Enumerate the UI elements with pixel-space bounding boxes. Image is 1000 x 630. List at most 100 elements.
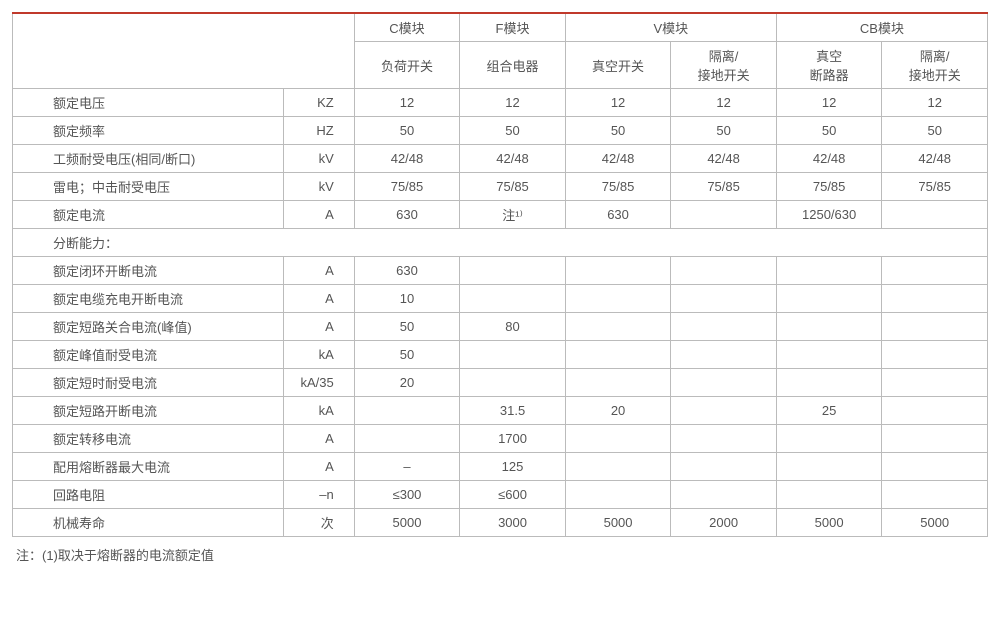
cell-value [776, 453, 882, 481]
param-label: 回路电阻 [13, 481, 284, 509]
cell-value: 75/85 [882, 173, 988, 201]
unit-label: kA [284, 397, 354, 425]
cell-value [671, 397, 777, 425]
cell-value: 3000 [460, 509, 566, 537]
header-sub-1: 组合电器 [460, 42, 566, 89]
cell-value: 50 [565, 117, 671, 145]
cell-value [882, 481, 988, 509]
table-row: 工频耐受电压(相同/断口)kV42/4842/4842/4842/4842/48… [13, 145, 988, 173]
cell-value [776, 425, 882, 453]
table-row: 额定电流A630注¹⁾6301250/630 [13, 201, 988, 229]
cell-value: ≤600 [460, 481, 566, 509]
cell-value [776, 257, 882, 285]
cell-value [565, 313, 671, 341]
table-row: 额定峰值耐受电流kA50 [13, 341, 988, 369]
cell-value [460, 285, 566, 313]
unit-label: 次 [284, 509, 354, 537]
header-sub-3: 隔离/ 接地开关 [671, 42, 777, 89]
header-sub-5: 隔离/ 接地开关 [882, 42, 988, 89]
cell-value: 12 [354, 89, 460, 117]
cell-value: 50 [776, 117, 882, 145]
cell-value [671, 453, 777, 481]
cell-value: 42/48 [671, 145, 777, 173]
footnote-text: 注：(1)取决于熔断器的电流额定值 [12, 545, 988, 564]
cell-value [776, 481, 882, 509]
cell-value: 125 [460, 453, 566, 481]
param-label: 额定电流 [13, 201, 284, 229]
cell-value [671, 313, 777, 341]
table-row: 机械寿命次500030005000200050005000 [13, 509, 988, 537]
param-label: 工频耐受电压(相同/断口) [13, 145, 284, 173]
param-label: 额定频率 [13, 117, 284, 145]
cell-value [882, 453, 988, 481]
cell-value [565, 481, 671, 509]
cell-value: 50 [882, 117, 988, 145]
cell-value: 42/48 [565, 145, 671, 173]
cell-value [354, 425, 460, 453]
cell-value [565, 341, 671, 369]
header-group-f: F模块 [460, 13, 566, 42]
unit-label: HZ [284, 117, 354, 145]
cell-value: 75/85 [460, 173, 566, 201]
header-sub-0: 负荷开关 [354, 42, 460, 89]
cell-value: 630 [354, 201, 460, 229]
cell-value: 50 [354, 313, 460, 341]
cell-value [776, 341, 882, 369]
header-group-cb: CB模块 [776, 13, 987, 42]
cell-value [671, 285, 777, 313]
cell-value: 5000 [565, 509, 671, 537]
cell-value [565, 369, 671, 397]
header-blank [13, 13, 355, 89]
table-row: 额定闭环开断电流A630 [13, 257, 988, 285]
unit-label: A [284, 453, 354, 481]
cell-value: 50 [354, 117, 460, 145]
cell-value [671, 257, 777, 285]
unit-label: A [284, 201, 354, 229]
param-label: 额定短时耐受电流 [13, 369, 284, 397]
cell-value [671, 481, 777, 509]
param-label: 雷电；中击耐受电压 [13, 173, 284, 201]
table-row: 额定频率HZ505050505050 [13, 117, 988, 145]
cell-value: 50 [671, 117, 777, 145]
unit-label: A [284, 257, 354, 285]
table-row: 分断能力： [13, 229, 988, 257]
cell-value: 42/48 [882, 145, 988, 173]
header-group-c: C模块 [354, 13, 460, 42]
table-row: 额定短时耐受电流kA/3520 [13, 369, 988, 397]
cell-value: – [354, 453, 460, 481]
table-header: C模块 F模块 V模块 CB模块 负荷开关组合电器真空开关隔离/ 接地开关真空 … [13, 13, 988, 89]
cell-value [882, 397, 988, 425]
cell-value [460, 369, 566, 397]
cell-value: 注¹⁾ [460, 201, 566, 229]
param-label: 额定短路开断电流 [13, 397, 284, 425]
header-sub-2: 真空开关 [565, 42, 671, 89]
cell-value [882, 425, 988, 453]
table-row: 额定电压KZ121212121212 [13, 89, 988, 117]
cell-value: 10 [354, 285, 460, 313]
cell-value [671, 425, 777, 453]
cell-value: 630 [565, 201, 671, 229]
unit-label: KZ [284, 89, 354, 117]
cell-value [882, 313, 988, 341]
cell-value [460, 341, 566, 369]
cell-value [882, 257, 988, 285]
param-label: 额定电压 [13, 89, 284, 117]
table-row: 雷电；中击耐受电压kV75/8575/8575/8575/8575/8575/8… [13, 173, 988, 201]
cell-value [671, 369, 777, 397]
table-row: 额定短路开断电流kA31.52025 [13, 397, 988, 425]
cell-value [882, 201, 988, 229]
cell-value [671, 341, 777, 369]
cell-value [460, 257, 566, 285]
unit-label: A [284, 425, 354, 453]
param-label: 额定峰值耐受电流 [13, 341, 284, 369]
header-group-v: V模块 [565, 13, 776, 42]
cell-value [671, 201, 777, 229]
cell-value: 2000 [671, 509, 777, 537]
cell-value: 25 [776, 397, 882, 425]
table-row: 额定转移电流A1700 [13, 425, 988, 453]
unit-label: –n [284, 481, 354, 509]
cell-value [565, 453, 671, 481]
unit-label: kV [284, 145, 354, 173]
cell-value: 5000 [776, 509, 882, 537]
cell-value: 42/48 [354, 145, 460, 173]
